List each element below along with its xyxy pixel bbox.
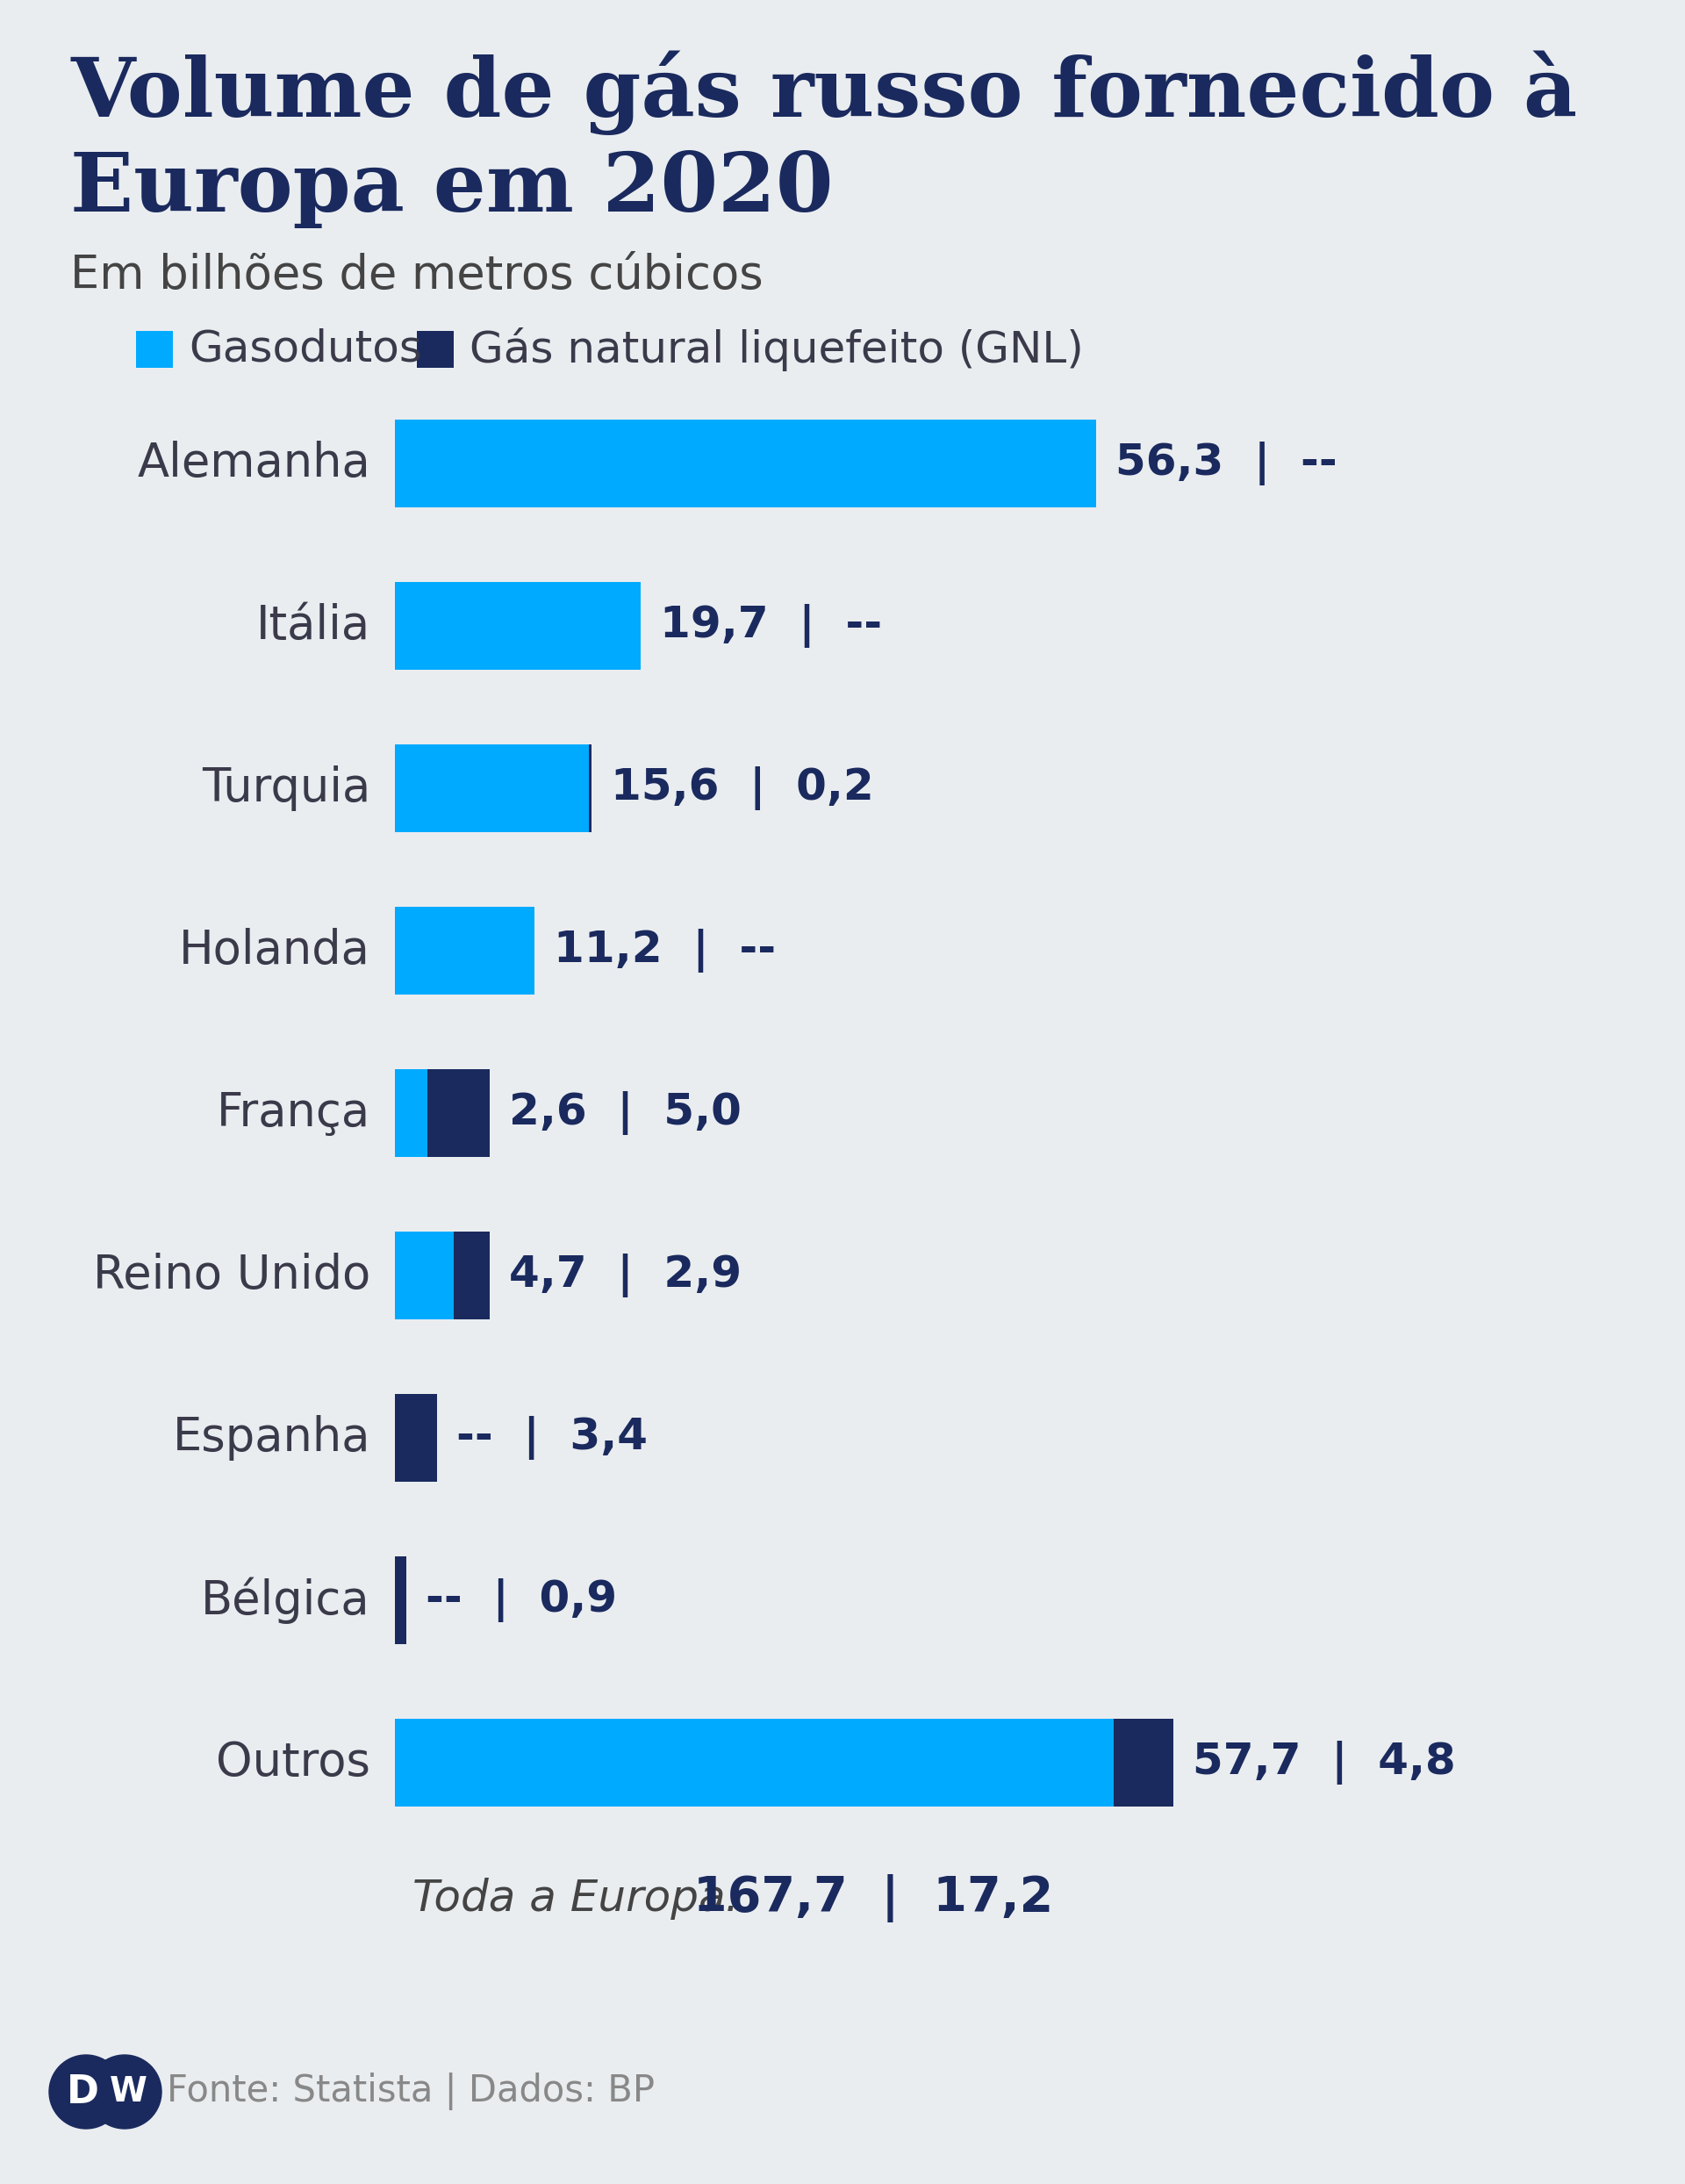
FancyBboxPatch shape xyxy=(394,1232,453,1319)
Text: Espanha: Espanha xyxy=(172,1415,371,1461)
FancyBboxPatch shape xyxy=(136,332,174,367)
FancyBboxPatch shape xyxy=(394,1719,1114,1806)
Text: França: França xyxy=(217,1090,371,1136)
FancyBboxPatch shape xyxy=(416,332,453,367)
FancyBboxPatch shape xyxy=(453,1232,490,1319)
FancyBboxPatch shape xyxy=(394,906,534,994)
Text: Reino Unido: Reino Unido xyxy=(93,1254,371,1297)
Text: D: D xyxy=(66,2073,99,2110)
Text: Toda a Europa:: Toda a Europa: xyxy=(413,1878,740,1920)
FancyBboxPatch shape xyxy=(394,1557,406,1645)
Text: Turquia: Turquia xyxy=(202,764,371,810)
Text: Itália: Itália xyxy=(256,603,371,649)
Text: Outros: Outros xyxy=(216,1741,371,1787)
Text: Holanda: Holanda xyxy=(179,928,371,974)
FancyBboxPatch shape xyxy=(394,1070,428,1158)
Text: 15,6  |  0,2: 15,6 | 0,2 xyxy=(612,767,875,810)
Text: Volume de gás russo fornecido à: Volume de gás russo fornecido à xyxy=(71,50,1577,135)
Text: Bélgica: Bélgica xyxy=(201,1577,371,1623)
Text: 2,6  |  5,0: 2,6 | 5,0 xyxy=(509,1092,741,1136)
Circle shape xyxy=(88,2055,162,2129)
FancyBboxPatch shape xyxy=(428,1070,490,1158)
Text: --  |  3,4: -- | 3,4 xyxy=(457,1415,649,1459)
Text: Em bilhões de metros cúbicos: Em bilhões de metros cúbicos xyxy=(71,253,763,299)
Text: Alemanha: Alemanha xyxy=(136,441,371,487)
Text: 4,7  |  2,9: 4,7 | 2,9 xyxy=(509,1254,741,1297)
Text: --  |  0,9: -- | 0,9 xyxy=(425,1579,617,1623)
Text: Europa em 2020: Europa em 2020 xyxy=(71,149,834,229)
FancyBboxPatch shape xyxy=(394,745,590,832)
Text: 11,2  |  --: 11,2 | -- xyxy=(554,928,775,972)
Text: Fonte: Statista | Dados: BP: Fonte: Statista | Dados: BP xyxy=(167,2073,655,2110)
FancyBboxPatch shape xyxy=(1114,1719,1173,1806)
Text: 19,7  |  --: 19,7 | -- xyxy=(659,605,881,649)
FancyBboxPatch shape xyxy=(394,581,640,670)
FancyBboxPatch shape xyxy=(394,419,1097,507)
Circle shape xyxy=(49,2055,123,2129)
Text: 57,7  |  4,8: 57,7 | 4,8 xyxy=(1193,1741,1456,1784)
Text: W: W xyxy=(110,2075,147,2108)
Text: 167,7  |  17,2: 167,7 | 17,2 xyxy=(693,1874,1053,1922)
FancyBboxPatch shape xyxy=(394,1393,438,1481)
Text: Gasodutos: Gasodutos xyxy=(189,328,423,371)
Text: Gás natural liquefeito (GNL): Gás natural liquefeito (GNL) xyxy=(470,328,1083,371)
Text: 56,3  |  --: 56,3 | -- xyxy=(1115,441,1338,485)
FancyBboxPatch shape xyxy=(590,745,591,832)
